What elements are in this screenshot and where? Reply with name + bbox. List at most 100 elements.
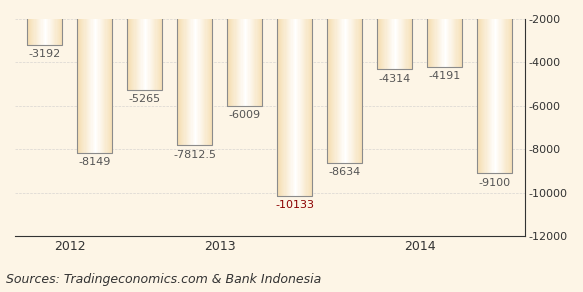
Bar: [430, 0, 431, 67]
Bar: [427, 0, 462, 67]
Bar: [38, 0, 39, 45]
Bar: [338, 0, 339, 163]
Bar: [205, 0, 206, 145]
Bar: [211, 0, 212, 145]
Bar: [137, 0, 138, 90]
Bar: [237, 0, 238, 106]
Bar: [110, 0, 111, 152]
Bar: [442, 0, 444, 67]
Bar: [286, 0, 287, 196]
Bar: [410, 0, 411, 69]
Bar: [188, 0, 189, 145]
Bar: [390, 0, 391, 69]
Bar: [347, 0, 348, 163]
Bar: [509, 0, 510, 173]
Bar: [399, 0, 401, 69]
Bar: [357, 0, 359, 163]
Bar: [491, 0, 493, 173]
Bar: [480, 0, 481, 173]
Bar: [278, 0, 312, 196]
Bar: [107, 0, 108, 152]
Bar: [447, 0, 448, 67]
Bar: [354, 0, 355, 163]
Bar: [134, 0, 135, 90]
Bar: [96, 0, 97, 152]
Bar: [488, 0, 489, 173]
Bar: [408, 0, 409, 69]
Bar: [232, 0, 233, 106]
Bar: [103, 0, 104, 152]
Bar: [187, 0, 188, 145]
Bar: [493, 0, 494, 173]
Bar: [341, 0, 342, 163]
Bar: [152, 0, 153, 90]
Bar: [178, 0, 180, 145]
Bar: [147, 0, 149, 90]
Bar: [78, 0, 79, 152]
Bar: [394, 0, 395, 69]
Bar: [382, 0, 383, 69]
Bar: [61, 0, 62, 45]
Bar: [160, 0, 161, 90]
Bar: [252, 0, 253, 106]
Bar: [238, 0, 239, 106]
Bar: [440, 0, 441, 67]
Bar: [104, 0, 106, 152]
Bar: [93, 0, 94, 152]
Bar: [396, 0, 397, 69]
Bar: [46, 0, 47, 45]
Bar: [50, 0, 51, 45]
Bar: [305, 0, 307, 196]
Bar: [97, 0, 99, 152]
Bar: [385, 0, 387, 69]
Text: -4314: -4314: [378, 74, 411, 84]
Bar: [335, 0, 336, 163]
Bar: [500, 0, 501, 173]
Bar: [429, 0, 430, 67]
Bar: [34, 0, 36, 45]
Bar: [234, 0, 236, 106]
Bar: [279, 0, 280, 196]
Bar: [44, 0, 45, 45]
Bar: [157, 0, 158, 90]
Text: -7812.5: -7812.5: [173, 150, 216, 159]
Bar: [100, 0, 101, 152]
Bar: [292, 0, 293, 196]
Bar: [180, 0, 181, 145]
Bar: [508, 0, 509, 173]
Bar: [58, 0, 59, 45]
Bar: [348, 0, 349, 163]
Bar: [296, 0, 297, 196]
Bar: [449, 0, 451, 67]
Bar: [31, 0, 32, 45]
Bar: [383, 0, 384, 69]
Bar: [210, 0, 211, 145]
Bar: [177, 0, 178, 145]
Bar: [307, 0, 308, 196]
Bar: [229, 0, 230, 106]
Bar: [108, 0, 109, 152]
Bar: [245, 0, 246, 106]
Bar: [342, 0, 343, 163]
Bar: [411, 0, 412, 69]
Bar: [57, 0, 58, 45]
Bar: [59, 0, 60, 45]
Bar: [301, 0, 302, 196]
Bar: [439, 0, 440, 67]
Bar: [356, 0, 357, 163]
Bar: [257, 0, 258, 106]
Bar: [391, 0, 392, 69]
Bar: [243, 0, 244, 106]
Bar: [32, 0, 33, 45]
Bar: [405, 0, 406, 69]
Bar: [477, 0, 479, 173]
Text: -8634: -8634: [329, 167, 361, 178]
Bar: [310, 0, 311, 196]
Bar: [454, 0, 455, 67]
Bar: [278, 0, 279, 196]
Bar: [43, 0, 44, 45]
Bar: [511, 0, 512, 173]
Bar: [507, 0, 508, 173]
Bar: [345, 0, 346, 163]
Text: -5265: -5265: [129, 94, 161, 104]
